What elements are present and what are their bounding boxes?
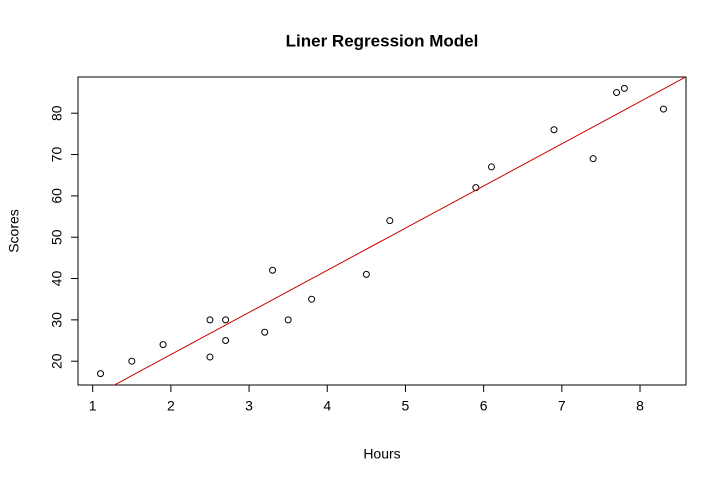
x-tick-label: 4	[323, 398, 331, 414]
x-axis-label: Hours	[363, 446, 400, 462]
plot-box	[77, 76, 687, 386]
x-tick-label: 1	[89, 398, 97, 414]
point	[487, 163, 495, 171]
x-tick-label: 2	[167, 398, 175, 414]
point	[620, 84, 628, 92]
y-tick-label: 30	[49, 312, 65, 328]
point	[589, 155, 597, 163]
point	[222, 337, 230, 345]
point	[97, 370, 105, 378]
x-tick-label: 3	[245, 398, 253, 414]
chart-title: Liner Regression Model	[286, 31, 479, 50]
point	[159, 341, 167, 349]
y-tick-label: 80	[49, 105, 65, 121]
point	[613, 89, 621, 97]
y-tick-label: 70	[49, 147, 65, 163]
point	[284, 316, 292, 324]
x-tick-label: 8	[636, 398, 644, 414]
y-tick-label: 50	[49, 229, 65, 245]
point	[261, 328, 269, 336]
point	[659, 105, 667, 113]
point	[222, 316, 230, 324]
x-tick-label: 6	[480, 398, 488, 414]
point	[128, 357, 136, 365]
point	[308, 295, 316, 303]
y-tick-label: 40	[49, 271, 65, 287]
y-axis-label: Scores	[6, 209, 22, 253]
y-tick-label: 60	[49, 188, 65, 204]
point	[206, 353, 214, 361]
x-tick-label: 7	[558, 398, 566, 414]
point	[362, 270, 370, 278]
y-tick-label: 20	[49, 353, 65, 369]
point	[206, 316, 214, 324]
point	[550, 126, 558, 134]
point	[269, 266, 277, 274]
x-tick-label: 5	[402, 398, 410, 414]
regression-line	[113, 77, 686, 385]
point	[386, 217, 394, 225]
